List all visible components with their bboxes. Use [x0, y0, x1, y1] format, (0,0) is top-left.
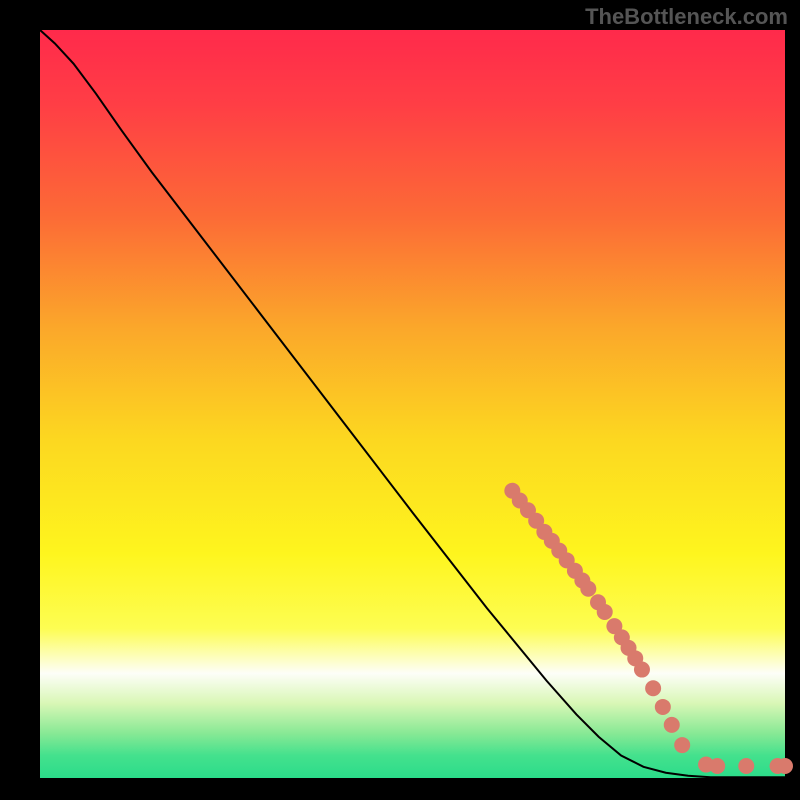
marker-point [655, 699, 671, 715]
marker-point [664, 717, 680, 733]
marker-point [597, 604, 613, 620]
marker-point [674, 737, 690, 753]
marker-point [777, 758, 793, 774]
watermark-text: TheBottleneck.com [585, 4, 788, 30]
marker-point [580, 581, 596, 597]
chart-svg [0, 0, 800, 800]
marker-point [645, 680, 661, 696]
marker-point [709, 758, 725, 774]
chart-container: TheBottleneck.com [0, 0, 800, 800]
marker-point [634, 662, 650, 678]
plot-background [40, 30, 785, 778]
marker-point [738, 758, 754, 774]
